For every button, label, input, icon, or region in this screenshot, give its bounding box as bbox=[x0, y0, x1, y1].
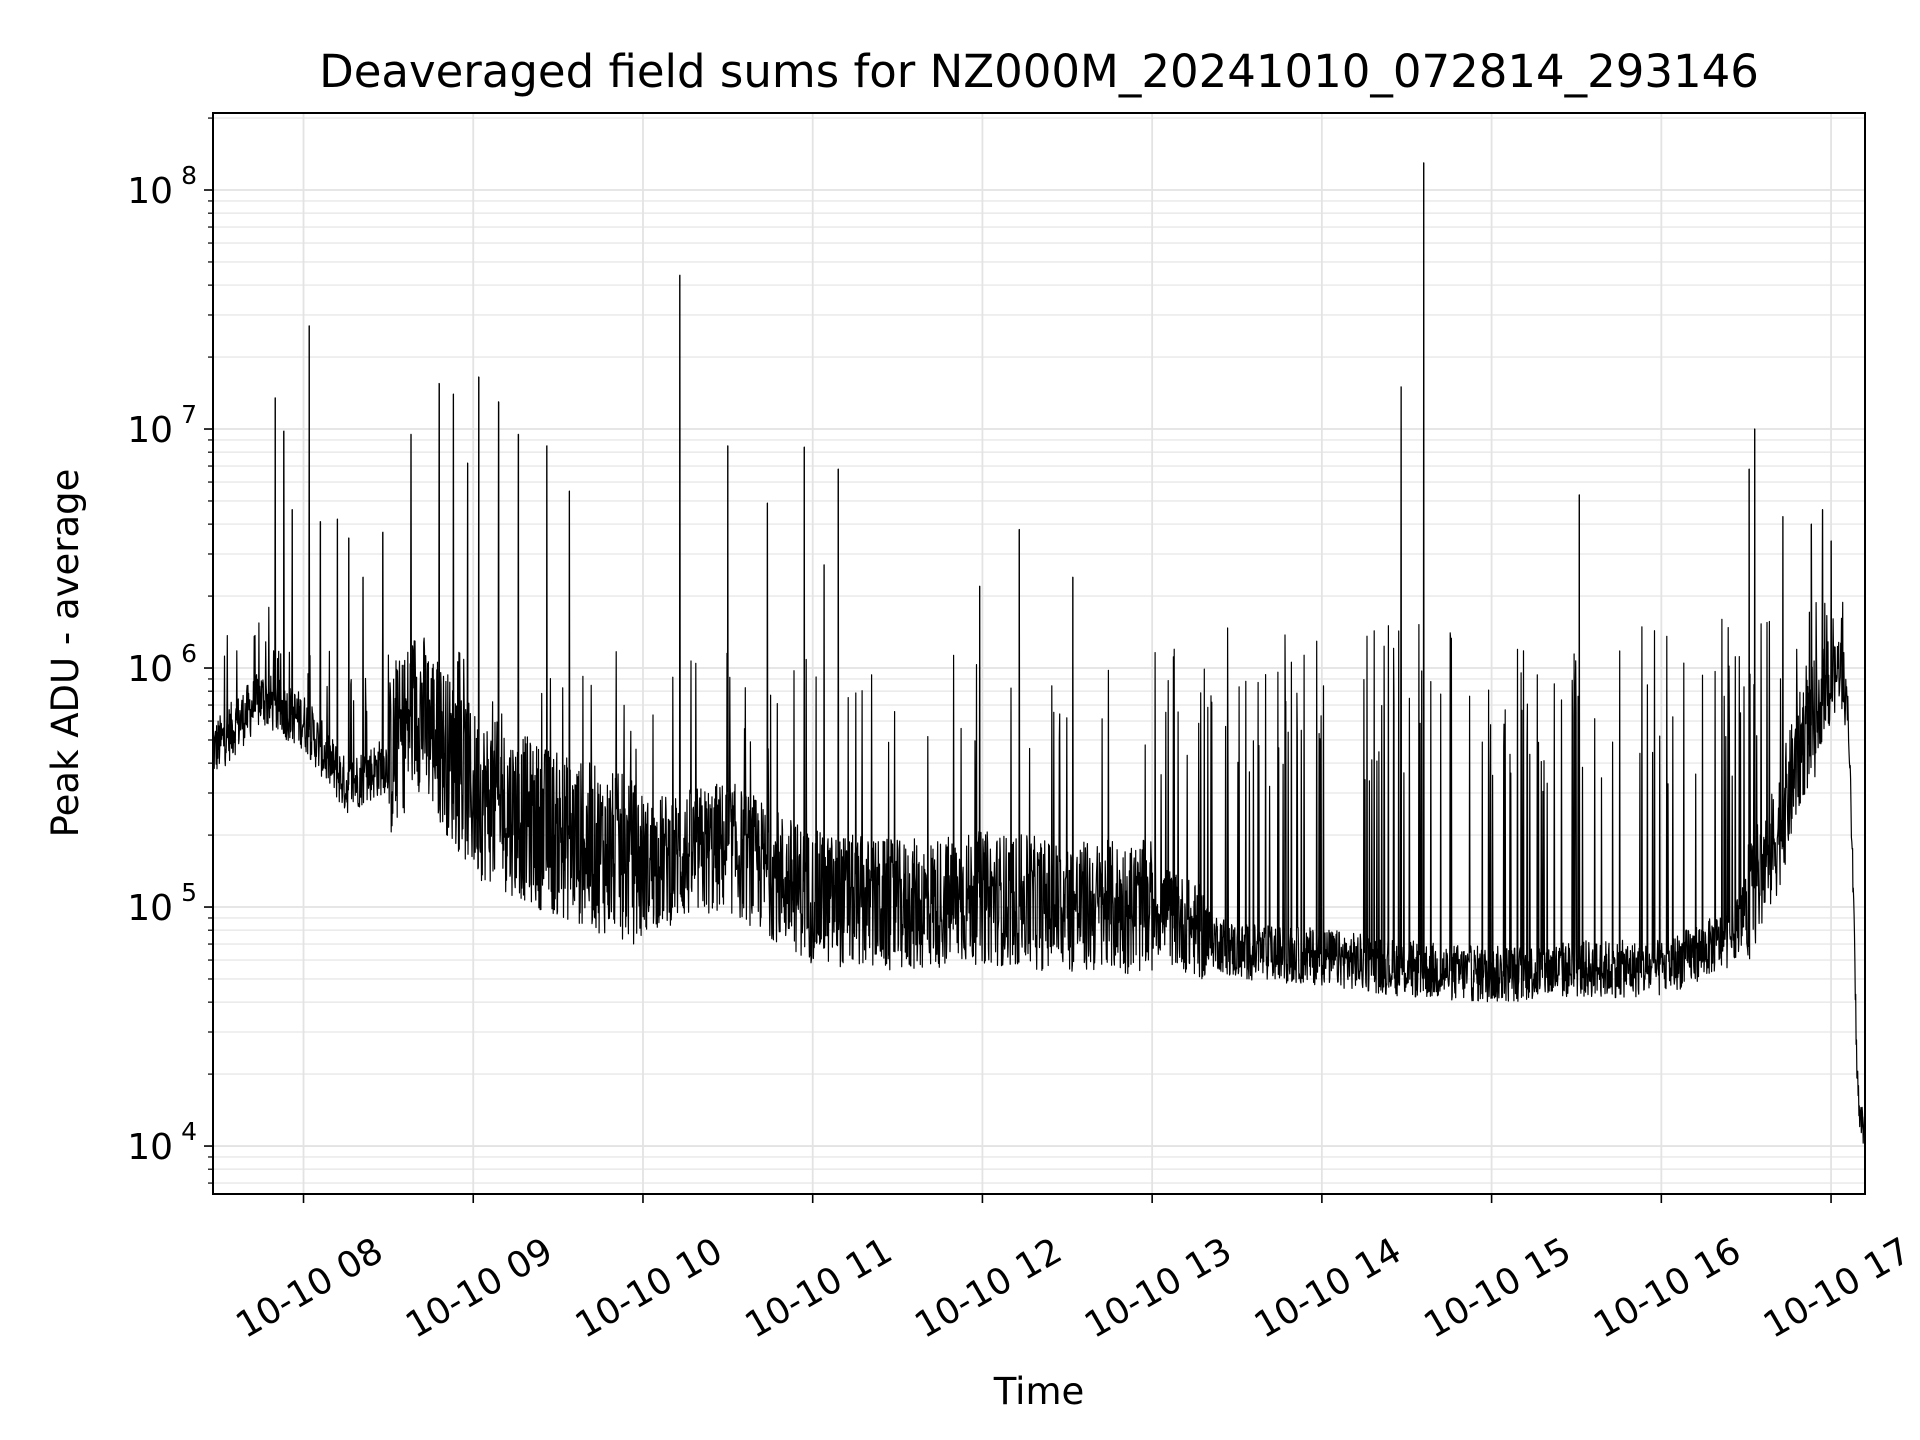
y-tick-label-exponent: 8 bbox=[181, 161, 197, 190]
y-axis-label: Peak ADU - average bbox=[44, 469, 87, 838]
x-axis-label: Time bbox=[993, 1370, 1085, 1413]
y-tick-label-exponent: 6 bbox=[181, 639, 197, 668]
y-tick-label-exponent: 5 bbox=[181, 878, 197, 907]
y-tick-label: 10 bbox=[127, 171, 173, 212]
y-tick-label-exponent: 4 bbox=[181, 1117, 197, 1146]
series bbox=[212, 162, 1866, 1144]
y-tick-label: 10 bbox=[127, 410, 173, 451]
y-tick-label: 10 bbox=[127, 649, 173, 690]
series-line-peak-adu bbox=[212, 162, 1866, 1144]
y-tick-label: 10 bbox=[127, 888, 173, 929]
chart-title: Deaveraged field sums for NZ000M_2024101… bbox=[319, 45, 1759, 98]
y-tick-label-exponent: 7 bbox=[181, 400, 197, 429]
y-tick-label: 10 bbox=[127, 1127, 173, 1168]
axes-frame bbox=[212, 112, 1866, 1195]
